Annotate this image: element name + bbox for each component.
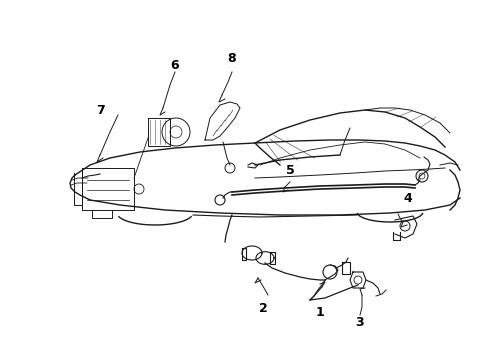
Text: 4: 4	[404, 192, 413, 204]
Text: 8: 8	[228, 51, 236, 64]
Text: 1: 1	[316, 306, 324, 319]
Text: 3: 3	[356, 315, 364, 328]
Text: 6: 6	[171, 59, 179, 72]
Text: 2: 2	[259, 302, 268, 315]
Text: 5: 5	[286, 163, 294, 176]
Text: 7: 7	[96, 104, 104, 117]
